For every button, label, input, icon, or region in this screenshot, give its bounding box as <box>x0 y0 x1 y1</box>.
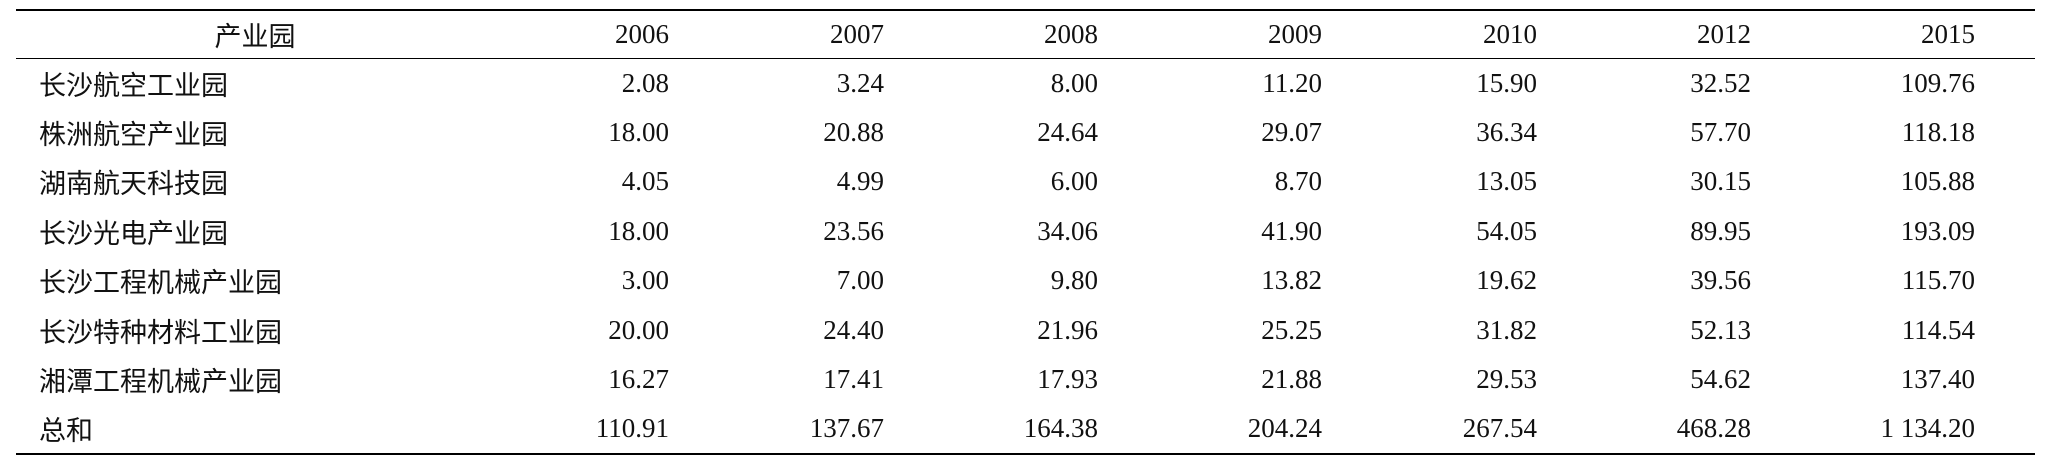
header-cell: 2008 <box>1044 18 1098 49</box>
cell: 31.82 <box>1476 314 1537 345</box>
cell: 110.91 <box>595 413 669 444</box>
cell: 29.53 <box>1476 364 1537 395</box>
cell: 21.88 <box>1261 364 1322 395</box>
cell: 15.90 <box>1476 67 1537 98</box>
cell: 8.70 <box>1274 166 1322 197</box>
cell: 267.54 <box>1462 413 1537 444</box>
cell: 115.70 <box>1901 265 1975 296</box>
header-cell: 2006 <box>615 18 669 49</box>
table-header: 产业园 2006 2007 2008 2009 2010 2012 2015 <box>16 10 2035 58</box>
cell: 3.24 <box>836 67 884 98</box>
cell: 30.15 <box>1690 166 1751 197</box>
cell: 4.99 <box>836 166 884 197</box>
cell: 8.00 <box>1050 67 1098 98</box>
cell: 21.96 <box>1037 314 1098 345</box>
cell: 20.88 <box>823 116 884 147</box>
cell: 9.80 <box>1050 265 1098 296</box>
table-row: 湖南航天科技园 4.05 4.99 6.00 8.70 13.05 30.15 105.88 <box>16 157 2035 207</box>
cell: 24.64 <box>1037 116 1098 147</box>
cell: 114.54 <box>1901 314 1975 345</box>
cell: 41.90 <box>1261 215 1322 246</box>
row-label: 湘潭工程机械产业园 <box>39 367 282 398</box>
table-row: 株洲航空产业园 18.00 20.88 24.64 29.07 36.34 57.70 118… <box>16 108 2035 158</box>
header-cell: 产业园 <box>214 21 296 52</box>
cell: 137.40 <box>1900 364 1975 395</box>
cell: 19.62 <box>1476 265 1537 296</box>
header-cell: 2015 <box>1921 18 1975 49</box>
cell: 36.34 <box>1476 116 1537 147</box>
cell: 24.40 <box>823 314 884 345</box>
cell: 118.18 <box>1901 116 1975 147</box>
cell: 164.38 <box>1023 413 1098 444</box>
cell: 17.93 <box>1037 364 1098 395</box>
header-cell: 2012 <box>1697 18 1751 49</box>
header-cell: 2007 <box>830 18 884 49</box>
table-row: 长沙航空工业园 2.08 3.24 8.00 11.20 15.90 32.52 109.76 <box>16 58 2035 108</box>
cell: 4.05 <box>621 166 669 197</box>
cell: 39.56 <box>1690 265 1751 296</box>
cell: 204.24 <box>1247 413 1322 444</box>
cell: 89.95 <box>1690 215 1751 246</box>
cell: 7.00 <box>836 265 884 296</box>
row-label: 长沙工程机械产业园 <box>39 268 282 299</box>
table-row: 总和 110.91 137.67 164.38 204.24 267.54 468.28 1 … <box>16 405 2035 454</box>
row-label: 株洲航空产业园 <box>39 119 228 150</box>
cell: 137.67 <box>809 413 884 444</box>
cell: 23.56 <box>823 215 884 246</box>
cell: 18.00 <box>608 116 669 147</box>
data-table: 产业园 2006 2007 2008 2009 2010 2012 2015 长沙航空工业园 2… <box>16 9 2035 455</box>
cell: 54.62 <box>1690 364 1751 395</box>
cell: 1 134.20 <box>1880 413 1976 444</box>
cell: 29.07 <box>1261 116 1322 147</box>
cell: 2.08 <box>621 67 669 98</box>
cell: 105.88 <box>1900 166 1975 197</box>
cell: 17.41 <box>823 364 884 395</box>
cell: 20.00 <box>608 314 669 345</box>
cell: 32.52 <box>1690 67 1751 98</box>
cell: 468.28 <box>1676 413 1751 444</box>
cell: 193.09 <box>1900 215 1975 246</box>
table-body: 长沙航空工业园 2.08 3.24 8.00 11.20 15.90 32.52 109.76… <box>16 58 2035 454</box>
row-label: 湖南航天科技园 <box>39 169 228 200</box>
cell: 16.27 <box>608 364 669 395</box>
row-label: 长沙航空工业园 <box>39 70 228 101</box>
cell: 11.20 <box>1262 67 1322 98</box>
table-row: 长沙特种材料工业园 20.00 24.40 21.96 25.25 31.82 52.13 1… <box>16 306 2035 356</box>
cell: 25.25 <box>1261 314 1322 345</box>
cell: 109.76 <box>1900 67 1975 98</box>
table-row: 长沙光电产业园 18.00 23.56 34.06 41.90 54.05 89.95 193… <box>16 207 2035 257</box>
cell: 57.70 <box>1690 116 1751 147</box>
row-label: 总和 <box>39 416 93 447</box>
header-cell: 2010 <box>1483 18 1537 49</box>
cell: 54.05 <box>1476 215 1537 246</box>
row-label: 长沙光电产业园 <box>39 218 228 249</box>
header-row: 产业园 2006 2007 2008 2009 2010 2012 2015 <box>16 10 2035 58</box>
cell: 3.00 <box>621 265 669 296</box>
cell: 6.00 <box>1050 166 1098 197</box>
cell: 13.82 <box>1261 265 1322 296</box>
table-row: 湘潭工程机械产业园 16.27 17.41 17.93 21.88 29.53 54.62 1… <box>16 355 2035 405</box>
header-cell: 2009 <box>1268 18 1322 49</box>
cell: 13.05 <box>1476 166 1537 197</box>
row-label: 长沙特种材料工业园 <box>39 317 282 348</box>
cell: 34.06 <box>1037 215 1098 246</box>
table-row: 长沙工程机械产业园 3.00 7.00 9.80 13.82 19.62 39.56 115.… <box>16 256 2035 306</box>
cell: 52.13 <box>1690 314 1751 345</box>
cell: 18.00 <box>608 215 669 246</box>
